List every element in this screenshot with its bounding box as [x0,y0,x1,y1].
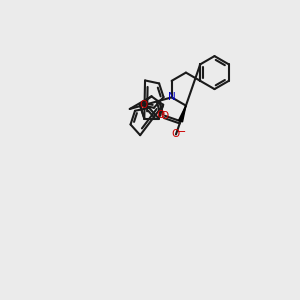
Text: O: O [156,110,165,120]
Text: O: O [172,129,180,140]
Text: −: − [177,127,186,137]
Text: O: O [139,100,147,110]
Text: N: N [168,92,176,102]
Polygon shape [178,106,186,122]
Text: O: O [161,111,169,121]
